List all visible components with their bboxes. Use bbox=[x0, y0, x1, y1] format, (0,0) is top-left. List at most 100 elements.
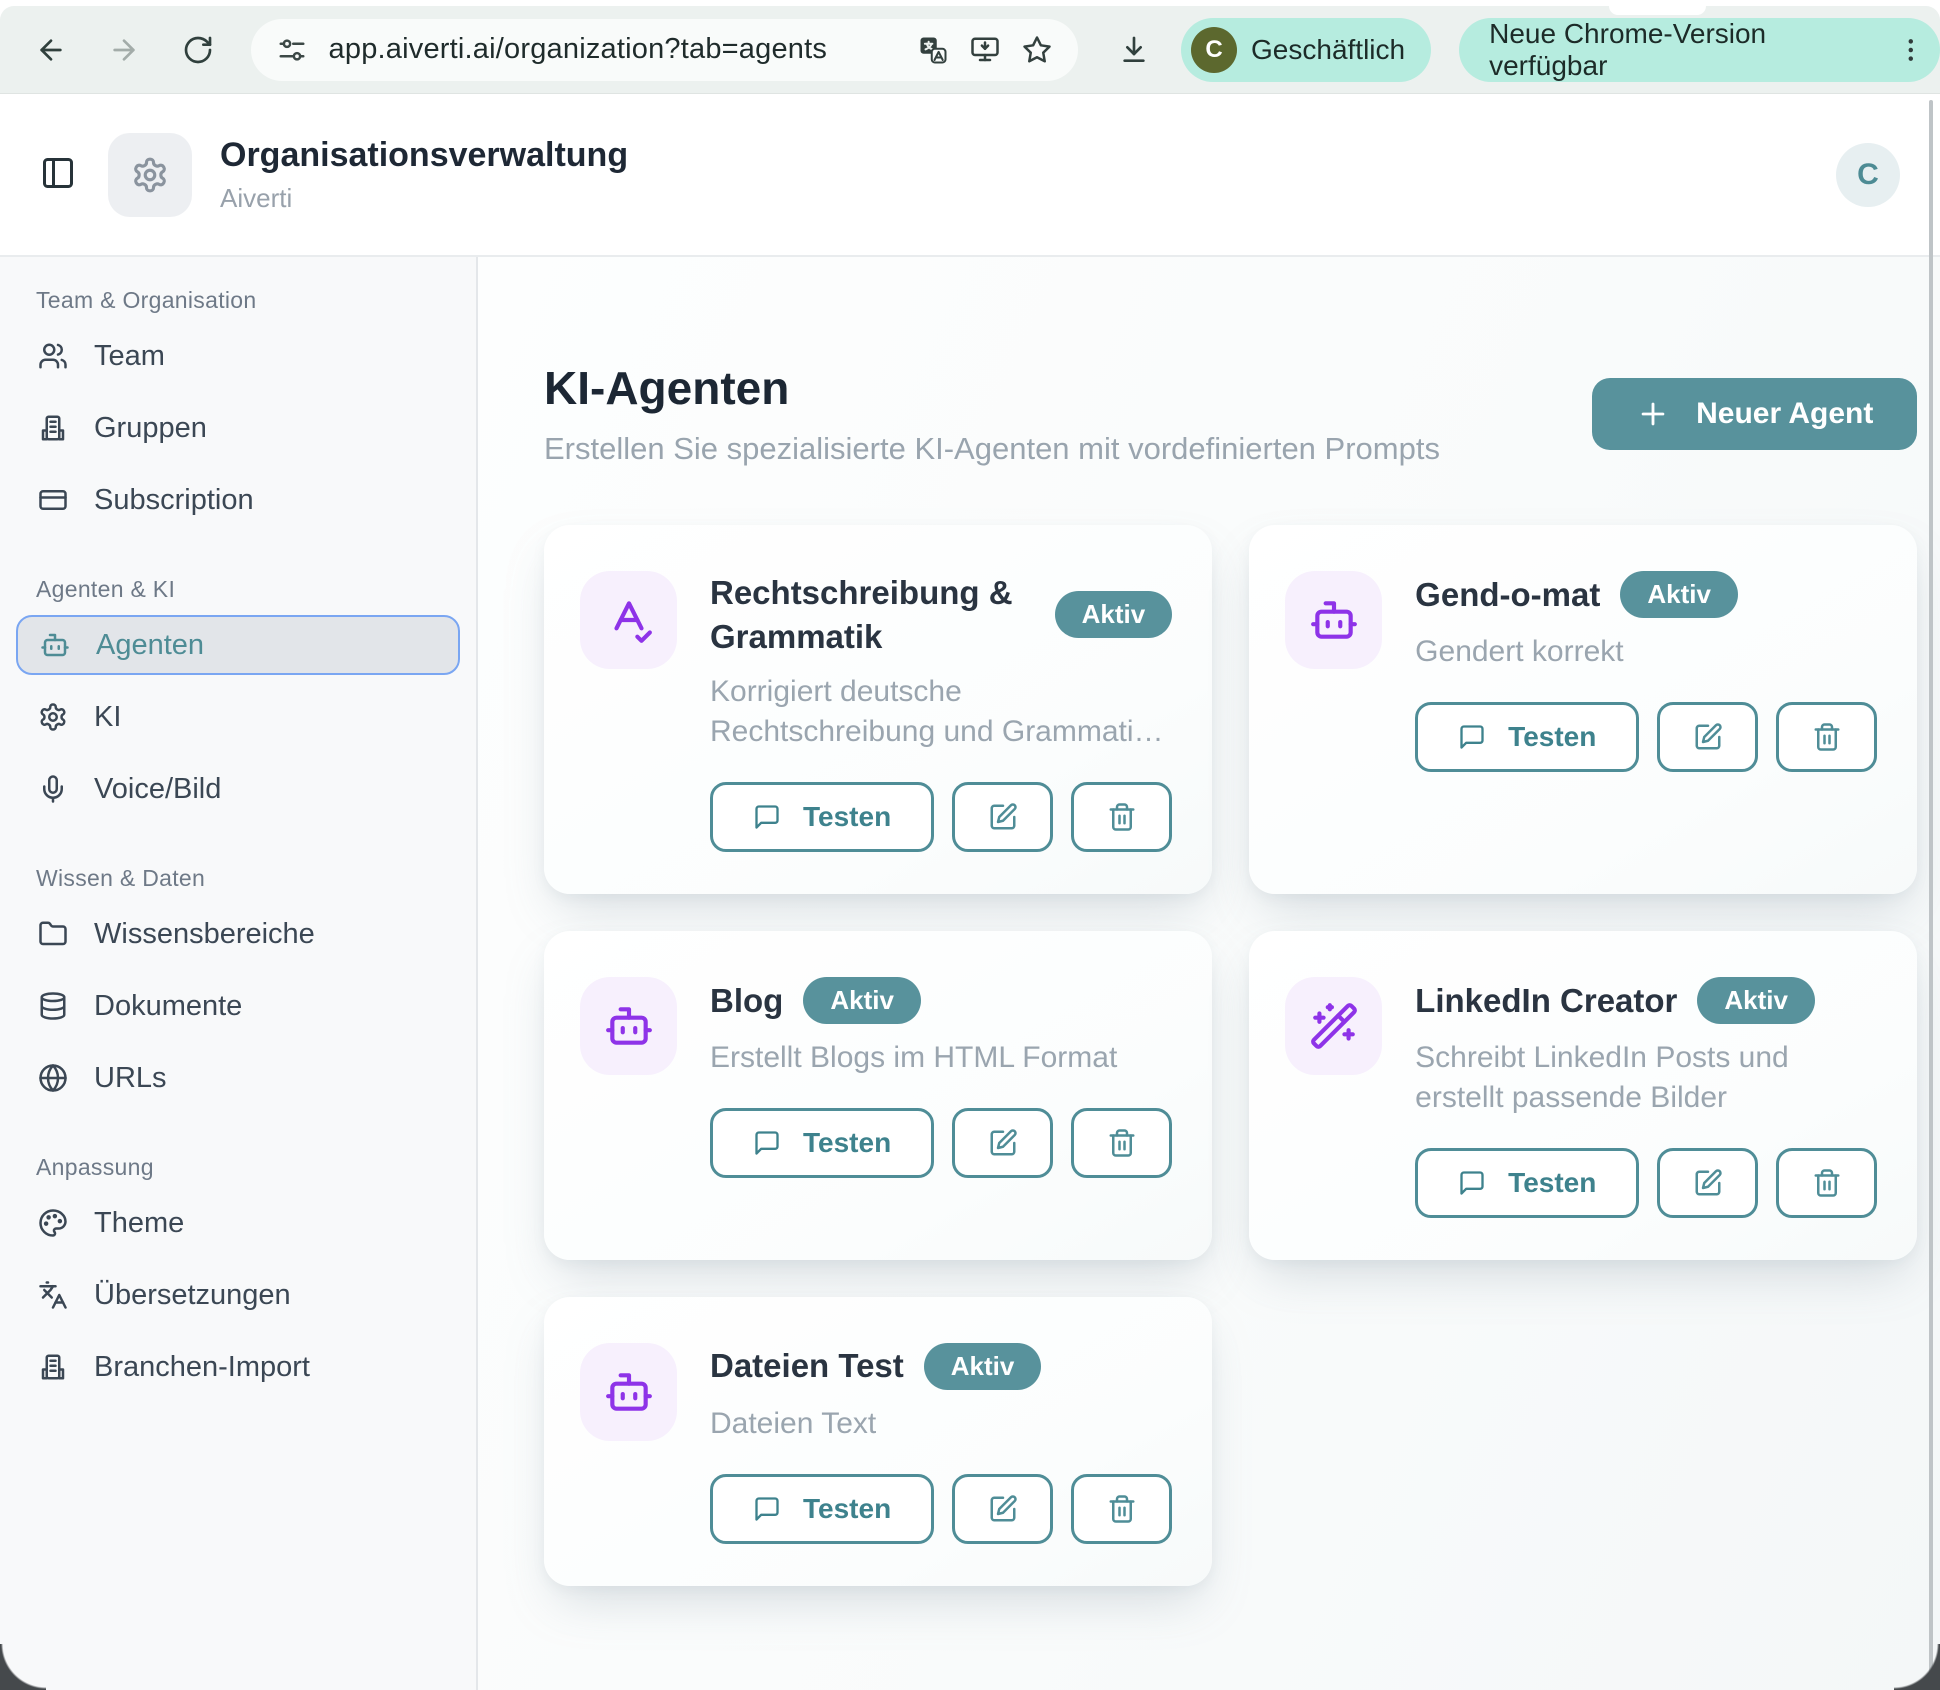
organization-name: Aiverti bbox=[220, 182, 293, 213]
downloads-button[interactable] bbox=[1118, 33, 1152, 67]
new-agent-button[interactable]: Neuer Agent bbox=[1592, 378, 1918, 450]
chrome-update-button[interactable]: Neue Chrome-Version verfügbar bbox=[1459, 17, 1940, 82]
sidebar-section-agents: Agenten & KI bbox=[36, 576, 176, 602]
sidebar-item-ki[interactable]: KI bbox=[16, 687, 460, 747]
agent-name: LinkedIn Creator bbox=[1415, 981, 1678, 1019]
sidebar-item-label: Theme bbox=[94, 1206, 185, 1239]
agent-card: Blog Aktiv Erstellt Blogs im HTML Format… bbox=[544, 930, 1213, 1260]
agent-card: Rechtschreibung & Grammatik Aktiv Korrig… bbox=[544, 525, 1213, 894]
agent-description: Dateien Text bbox=[710, 1406, 877, 1440]
browser-profile-button[interactable]: C Geschäftlich bbox=[1181, 17, 1432, 82]
database-icon bbox=[40, 992, 66, 1020]
edit-agent-button[interactable] bbox=[1657, 1147, 1759, 1218]
trash-icon bbox=[1814, 1168, 1840, 1197]
organization-logo bbox=[108, 132, 192, 217]
sidebar-item-label: URLs bbox=[94, 1061, 167, 1094]
delete-agent-button[interactable] bbox=[1071, 1107, 1173, 1178]
sidebar-item-label: Agenten bbox=[96, 628, 205, 661]
panel-left-icon bbox=[43, 158, 73, 188]
arrow-left-icon bbox=[40, 38, 62, 61]
trash-icon bbox=[1814, 723, 1840, 751]
bot-icon bbox=[1310, 601, 1357, 639]
test-agent-button[interactable]: Testen bbox=[710, 781, 935, 852]
status-badge: Aktiv bbox=[923, 1342, 1042, 1390]
translate-icon[interactable] bbox=[918, 35, 948, 65]
edit-agent-button[interactable] bbox=[952, 781, 1054, 852]
sidebar-section-team: Team & Organisation bbox=[36, 287, 257, 313]
sidebar-item-team[interactable]: Team bbox=[16, 326, 460, 386]
sidebar-item-agenten[interactable]: Agenten bbox=[16, 615, 460, 675]
agent-description: Schreibt LinkedIn Posts und erstellt pas… bbox=[1415, 1040, 1789, 1114]
sidebar-item-wissensbereiche[interactable]: Wissensbereiche bbox=[16, 904, 460, 964]
bot-icon bbox=[605, 1372, 652, 1411]
status-badge: Aktiv bbox=[1697, 976, 1815, 1024]
test-agent-button[interactable]: Testen bbox=[710, 1107, 935, 1178]
sidebar-item-urls[interactable]: URLs bbox=[16, 1048, 460, 1108]
microphone-icon bbox=[43, 775, 63, 803]
edit-pencil-icon bbox=[990, 1494, 1017, 1522]
chat-bubble-icon bbox=[755, 805, 779, 829]
delete-agent-button[interactable] bbox=[1071, 781, 1173, 852]
gear-icon bbox=[134, 157, 166, 192]
test-agent-button[interactable]: Testen bbox=[1415, 701, 1640, 772]
sidebar: Team & Organisation Team Gruppen Subscri… bbox=[0, 257, 478, 1690]
edit-agent-button[interactable] bbox=[952, 1473, 1054, 1544]
profile-avatar: C bbox=[1191, 26, 1238, 73]
page-title: Organisationsverwaltung bbox=[220, 135, 629, 174]
test-label: Testen bbox=[1508, 720, 1597, 752]
trash-icon bbox=[1109, 1494, 1135, 1523]
app-header: Organisationsverwaltung Aiverti C bbox=[0, 94, 1940, 257]
reload-button[interactable] bbox=[181, 33, 215, 67]
agent-name: Gend-o-mat bbox=[1415, 575, 1601, 613]
status-badge: Aktiv bbox=[1054, 591, 1173, 639]
delete-agent-button[interactable] bbox=[1776, 701, 1878, 772]
chat-bubble-icon bbox=[1460, 1170, 1484, 1195]
sidebar-item-uebersetzungen[interactable]: Übersetzungen bbox=[16, 1265, 460, 1325]
sidebar-item-label: Subscription bbox=[94, 483, 254, 516]
kebab-menu-icon[interactable] bbox=[1896, 35, 1926, 65]
edit-agent-button[interactable] bbox=[952, 1107, 1054, 1178]
test-agent-button[interactable]: Testen bbox=[1415, 1147, 1640, 1218]
back-button[interactable] bbox=[34, 33, 68, 67]
delete-agent-button[interactable] bbox=[1071, 1473, 1173, 1544]
sidebar-item-label: KI bbox=[94, 700, 122, 733]
gear-icon bbox=[40, 703, 66, 731]
page-scrollbar[interactable] bbox=[1929, 100, 1933, 1686]
forward-button[interactable] bbox=[108, 33, 142, 67]
sidebar-item-branchen-import[interactable]: Branchen-Import bbox=[16, 1337, 460, 1397]
test-agent-button[interactable]: Testen bbox=[710, 1473, 935, 1544]
update-label: Neue Chrome-Version verfügbar bbox=[1489, 17, 1767, 81]
sidebar-item-label: Branchen-Import bbox=[94, 1350, 310, 1383]
browser-toolbar: app.aiverti.ai/organization?tab=agents C… bbox=[0, 6, 1940, 94]
sidebar-item-gruppen[interactable]: Gruppen bbox=[16, 398, 460, 458]
bot-icon bbox=[605, 1007, 652, 1045]
user-avatar[interactable]: C bbox=[1836, 142, 1900, 207]
sidebar-item-voice-bild[interactable]: Voice/Bild bbox=[16, 759, 460, 819]
agent-name: Rechtschreibung & Grammatik bbox=[710, 574, 1013, 655]
delete-agent-button[interactable] bbox=[1776, 1147, 1878, 1218]
agent-icon-tile bbox=[580, 976, 677, 1075]
test-label: Testen bbox=[1508, 1166, 1597, 1198]
agent-icon-tile bbox=[1285, 571, 1383, 669]
agent-name: Blog bbox=[710, 981, 784, 1019]
window-top-edge bbox=[0, 0, 1940, 6]
install-app-icon[interactable] bbox=[970, 35, 1000, 65]
sidebar-toggle-button[interactable] bbox=[38, 155, 78, 195]
address-bar[interactable]: app.aiverti.ai/organization?tab=agents bbox=[250, 18, 1078, 81]
sidebar-item-label: Gruppen bbox=[94, 411, 207, 444]
sidebar-item-subscription[interactable]: Subscription bbox=[16, 470, 460, 530]
site-settings-icon[interactable] bbox=[277, 35, 307, 65]
sidebar-item-theme[interactable]: Theme bbox=[16, 1193, 460, 1253]
window-corner-bottom-right bbox=[1894, 1644, 1940, 1690]
agent-card: LinkedIn Creator Aktiv Schreibt LinkedIn… bbox=[1249, 930, 1918, 1260]
edit-agent-button[interactable] bbox=[1657, 701, 1759, 772]
sidebar-item-dokumente[interactable]: Dokumente bbox=[16, 976, 460, 1036]
agent-card: Gend-o-mat Aktiv Gendert korrekt Testen bbox=[1249, 525, 1918, 894]
bookmark-star-icon[interactable] bbox=[1022, 35, 1052, 65]
test-label: Testen bbox=[803, 800, 892, 832]
section-title: KI-Agenten bbox=[544, 362, 790, 414]
agent-card-grid: Rechtschreibung & Grammatik Aktiv Korrig… bbox=[544, 525, 1918, 1586]
url-text[interactable]: app.aiverti.ai/organization?tab=agents bbox=[328, 33, 828, 65]
sidebar-item-label: Wissensbereiche bbox=[94, 917, 315, 950]
new-agent-label: Neuer Agent bbox=[1696, 397, 1874, 430]
